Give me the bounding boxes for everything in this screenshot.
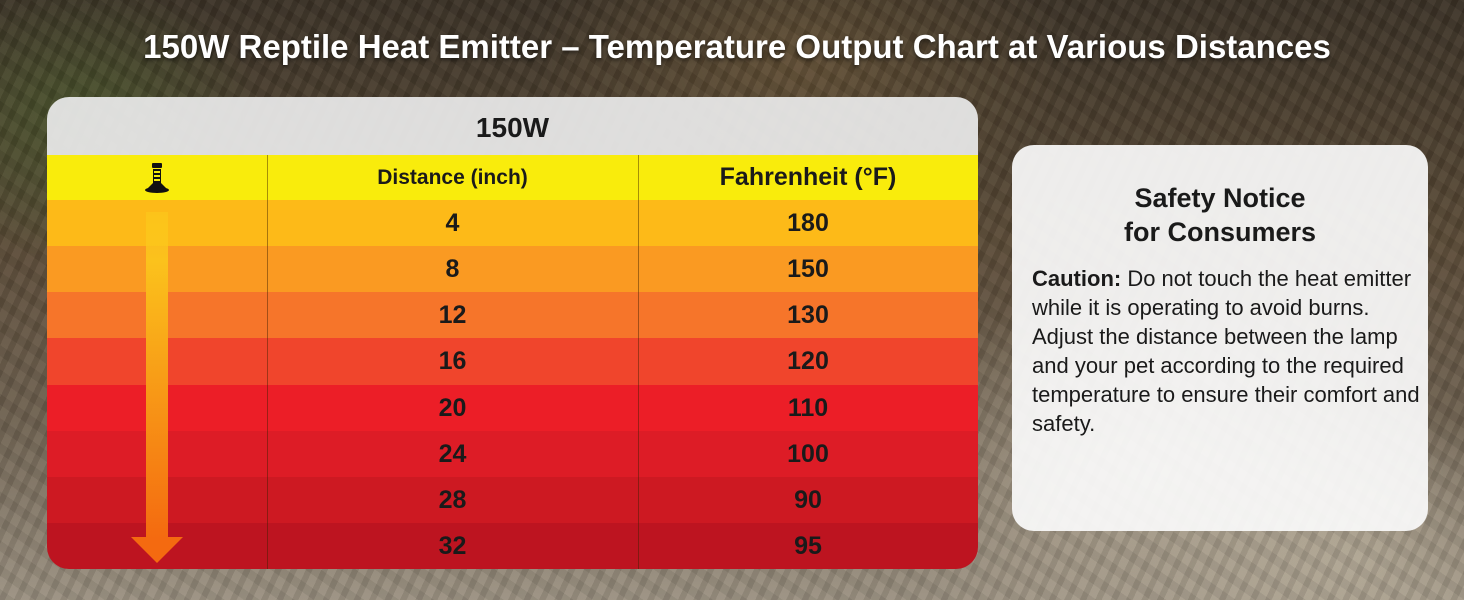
table-header-row: Distance (inch) Fahrenheit (°F) xyxy=(47,155,978,200)
page-title: 150W Reptile Heat Emitter – Temperature … xyxy=(143,28,1331,65)
table-row: 8 150 xyxy=(47,246,978,292)
fahrenheit-cell: 180 xyxy=(787,208,829,237)
table-row: 28 90 xyxy=(47,477,978,523)
down-arrow-icon xyxy=(131,212,183,563)
fahrenheit-cell: 100 xyxy=(787,439,829,468)
distance-cell: 28 xyxy=(438,485,467,514)
caution-label: Caution: xyxy=(1032,266,1122,291)
advice-paragraph: Adjust the distance between the lamp and… xyxy=(1032,324,1420,436)
notice-title-line-2: for Consumers xyxy=(1123,217,1317,247)
caution-text: Do not touch the heat emitter while it i… xyxy=(1032,266,1412,320)
notice-title: Safety Notice for Consumers xyxy=(1012,181,1428,249)
fahrenheit-cell: 110 xyxy=(787,393,829,422)
distance-cell: 8 xyxy=(445,254,460,283)
fahrenheit-cell: 90 xyxy=(794,485,822,514)
distance-cell: 32 xyxy=(438,531,467,560)
distance-cell: 24 xyxy=(438,439,467,468)
table-body: 4 180 8 150 12 130 16 120 20 110 24 100 28 90 32 95 xyxy=(47,200,978,569)
table-row: 12 130 xyxy=(47,292,978,338)
distance-cell: 4 xyxy=(445,208,460,237)
table-row: 32 95 xyxy=(47,523,978,569)
distance-cell: 20 xyxy=(438,393,467,422)
notice-body: Caution: Do not touch the heat emitter w… xyxy=(1032,264,1422,438)
fahrenheit-cell: 120 xyxy=(787,347,829,375)
table-heading: 150W xyxy=(47,97,978,155)
fahrenheit-cell: 95 xyxy=(794,531,822,560)
column-header-fahrenheit: Fahrenheit (°F) xyxy=(719,163,897,191)
fahrenheit-cell: 150 xyxy=(787,254,829,283)
column-divider xyxy=(267,155,268,569)
distance-cell: 16 xyxy=(438,347,467,375)
safety-notice-card: Safety Notice for Consumers Caution: Do … xyxy=(1012,145,1428,531)
distance-cell: 12 xyxy=(438,300,467,329)
table-row: 20 110 xyxy=(47,385,978,431)
notice-title-line-1: Safety Notice xyxy=(1134,183,1306,213)
caution-paragraph: Caution: Do not touch the heat emitter w… xyxy=(1032,264,1422,322)
column-header-distance: Distance (inch) xyxy=(377,166,528,189)
fahrenheit-cell: 130 xyxy=(787,300,829,329)
column-divider xyxy=(638,155,639,569)
heat-lamp-icon xyxy=(145,163,169,193)
temperature-table: 150W Distance (inch) Fahrenheit (°F) 4 18… xyxy=(47,97,978,569)
table-row: 16 120 xyxy=(47,338,978,385)
table-row: 24 100 xyxy=(47,431,978,477)
table-row: 4 180 xyxy=(47,200,978,246)
